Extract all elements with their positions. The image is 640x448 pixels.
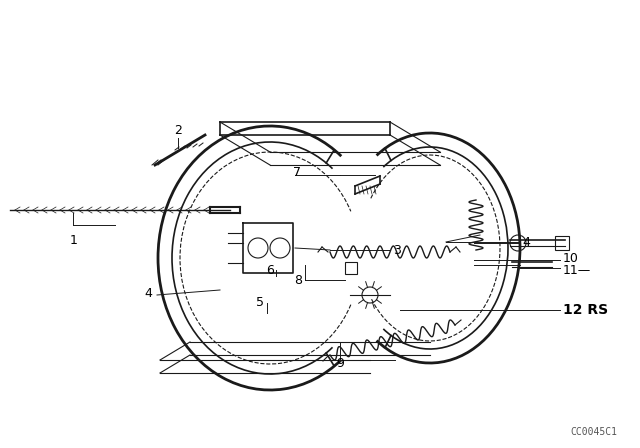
Text: CC0045C1: CC0045C1 <box>570 427 617 437</box>
Text: 5: 5 <box>256 296 264 309</box>
Text: 6: 6 <box>266 263 274 276</box>
Text: 3: 3 <box>393 244 401 257</box>
Text: 8: 8 <box>294 273 302 287</box>
Text: 2: 2 <box>174 124 182 137</box>
Text: 10: 10 <box>563 251 579 264</box>
Text: 4: 4 <box>144 287 152 300</box>
Text: 7: 7 <box>293 165 301 178</box>
Bar <box>345 262 357 274</box>
Text: 1: 1 <box>70 233 78 246</box>
Text: 11—: 11— <box>563 263 591 276</box>
Text: 12 RS: 12 RS <box>563 303 608 317</box>
Bar <box>555 236 569 250</box>
Text: 9: 9 <box>336 357 344 370</box>
Text: 4: 4 <box>522 236 530 249</box>
